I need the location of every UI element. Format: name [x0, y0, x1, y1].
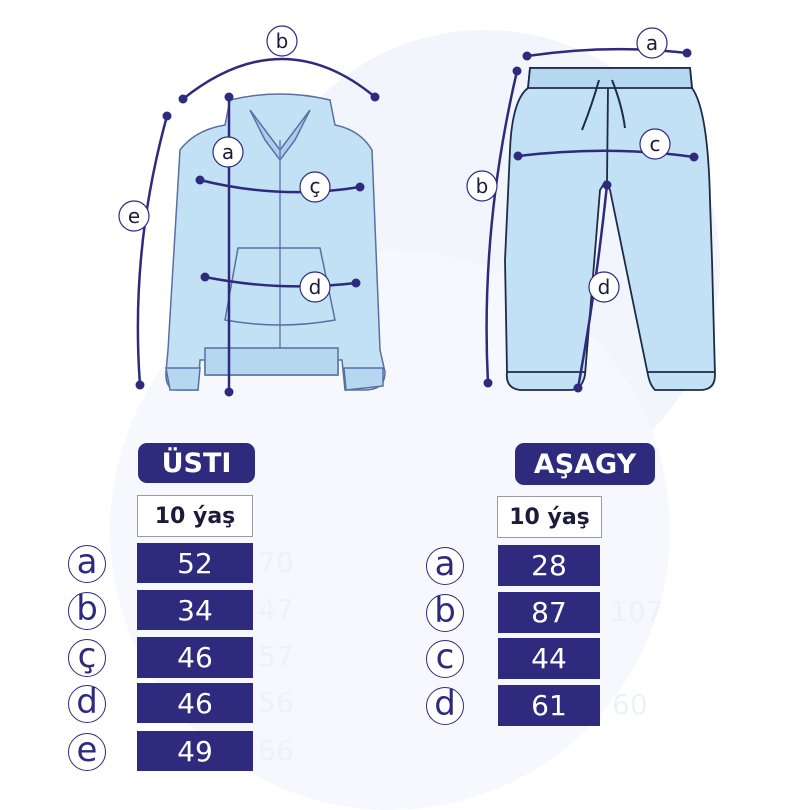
jacket-illustration — [165, 93, 386, 391]
jacket-label-a: a — [222, 140, 234, 164]
jacket-label-e: e — [128, 204, 140, 228]
jacket-label-d: d — [309, 275, 322, 299]
top-row-ghost: 56 — [258, 686, 294, 719]
top-row-value: 34 — [137, 590, 253, 630]
top-row-ghost: 66 — [258, 734, 294, 767]
top-row-ghost: 47 — [258, 593, 294, 626]
pants-illustration — [504, 67, 716, 391]
bottom-row-value: 87 — [498, 592, 600, 633]
bottom-row-value: 28 — [498, 545, 600, 586]
garment-diagram: a b e ç d a b c d — [118, 25, 716, 397]
bottom-row-value: 44 — [498, 638, 600, 679]
top-row-ghost: 70 — [258, 546, 294, 579]
top-table-title: ÜSTI — [138, 443, 255, 483]
pants-label-d: d — [598, 275, 611, 299]
top-row-key: d — [68, 685, 106, 723]
top-row-value: 52 — [137, 543, 253, 583]
bottom-row-key: a — [426, 547, 464, 585]
bottom-row-key: b — [426, 594, 464, 632]
pants-label-c: c — [650, 132, 661, 156]
pants-label-b: b — [476, 174, 489, 198]
measurement-label-circles — [118, 25, 671, 303]
top-row-value: 46 — [137, 683, 253, 723]
jacket-label-b: b — [276, 29, 289, 53]
top-row-ghost: 57 — [258, 640, 294, 673]
pants-label-a: a — [646, 31, 658, 55]
top-row-key: ç — [68, 639, 106, 677]
top-size-header: 10 ýaş — [137, 495, 253, 537]
bottom-row-key: c — [426, 640, 464, 678]
measurement-lines — [136, 47, 695, 392]
jacket-label-c-cedilla: ç — [310, 174, 321, 198]
top-row-value: 49 — [137, 731, 253, 771]
bottom-row-key: d — [426, 687, 464, 725]
bottom-row-ghost: 107 — [610, 595, 664, 628]
top-row-key: e — [68, 733, 106, 771]
bottom-row-ghost: 60 — [612, 688, 648, 721]
top-row-value: 46 — [137, 637, 253, 678]
top-row-key: a — [68, 545, 106, 583]
measurement-endpoints — [135, 48, 699, 397]
top-row-key: b — [68, 592, 106, 630]
bottom-row-value: 61 — [498, 685, 600, 726]
bottom-table-title: AŞAGY — [515, 443, 655, 485]
bottom-size-header: 10 ýaş — [497, 496, 602, 538]
